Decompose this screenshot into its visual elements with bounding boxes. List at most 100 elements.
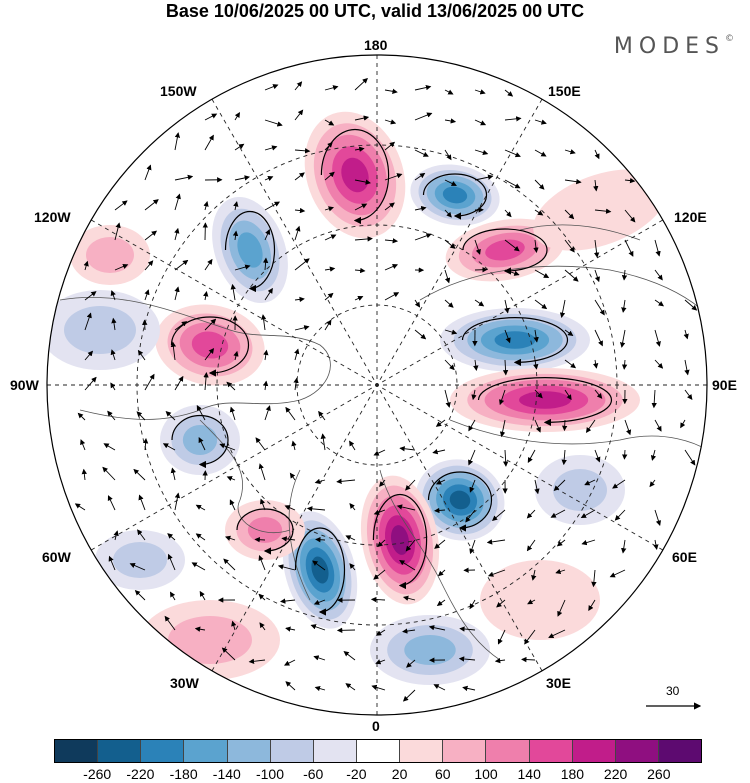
- wind-vector: [204, 113, 218, 121]
- wind-vector: [169, 591, 176, 601]
- streamline: [171, 414, 229, 469]
- wind-vector: [204, 134, 214, 151]
- wind-vector: [230, 283, 236, 301]
- wind-vector: [474, 174, 494, 181]
- wind-vector: [164, 615, 176, 631]
- wind-vector: [375, 659, 386, 665]
- wind-vector: [435, 479, 446, 485]
- colorbar-swatch: [400, 740, 444, 762]
- wind-vector: [174, 132, 181, 151]
- wind-vector: [294, 172, 305, 181]
- wind-vector: [324, 292, 334, 301]
- wind-vector: [262, 380, 269, 391]
- wind-vector: [564, 389, 572, 401]
- map-boundary: [46, 54, 708, 716]
- wind-vector: [468, 449, 476, 466]
- wind-vector: [406, 659, 416, 668]
- wind-vector: [428, 625, 446, 631]
- wind-vector: [262, 257, 269, 271]
- colorbar-tick-label: -180: [169, 766, 198, 782]
- wind-vector: [258, 463, 266, 481]
- wind-vector: [167, 533, 176, 541]
- wind-vector: [102, 466, 116, 481]
- wind-vector: [444, 149, 452, 161]
- wind-vector: [414, 172, 426, 181]
- wind-vector: [594, 329, 603, 347]
- wind-vector: [459, 626, 476, 632]
- wind-vector: [561, 449, 567, 466]
- wind-vector: [436, 599, 446, 607]
- wind-vector: [144, 199, 159, 211]
- wind-vector: [384, 88, 398, 94]
- wind-vector: [174, 375, 184, 391]
- wind-vector: [402, 689, 416, 702]
- colorbar-ticks: -260 -220 -180 -140 -100 -60 -20 20 60 100 140 180 2…: [54, 766, 702, 782]
- wind-vector: [354, 203, 368, 211]
- anomaly-contour: [485, 239, 525, 261]
- lon-label-120w: 120W: [34, 209, 71, 225]
- reference-vector-label: 30: [666, 684, 680, 698]
- wind-vector: [170, 341, 177, 361]
- coastline: [519, 224, 641, 241]
- anomaly-contour: [442, 186, 468, 204]
- wind-vector: [345, 683, 356, 691]
- lon-label-60w: 60W: [42, 549, 71, 565]
- wind-vector: [486, 539, 506, 545]
- wind-vector: [223, 558, 236, 571]
- wind-vector: [581, 539, 596, 546]
- wind-vector: [654, 419, 662, 432]
- wind-vector: [354, 295, 364, 301]
- wind-vector: [533, 359, 539, 370]
- wind-vector: [114, 200, 128, 211]
- wind-vector: [174, 321, 188, 331]
- wind-vector: [285, 626, 296, 632]
- wind-vector: [533, 239, 539, 253]
- wind-vector: [167, 553, 176, 571]
- wind-vector: [258, 593, 266, 601]
- wind-vector: [107, 495, 116, 511]
- wind-vector: [294, 109, 304, 121]
- wind-vector: [174, 492, 181, 511]
- wind-vector: [474, 149, 489, 156]
- wind-vector: [113, 530, 119, 541]
- wind-vector: [384, 173, 403, 181]
- wind-vector: [345, 535, 356, 541]
- wind-vector: [624, 177, 636, 184]
- wind-vector: [194, 626, 206, 632]
- wind-vector: [621, 299, 627, 313]
- wind-vector: [198, 437, 206, 451]
- wind-vector: [474, 299, 485, 307]
- wind-vector: [432, 449, 446, 455]
- wind-vector: [203, 290, 209, 301]
- wind-vector: [444, 179, 457, 186]
- wind-vector: [314, 685, 326, 692]
- wind-vector: [324, 171, 335, 181]
- wind-vector: [170, 467, 176, 481]
- wind-vector: [654, 329, 661, 347]
- wind-vector: [162, 443, 176, 451]
- colorbar-swatch: [572, 740, 616, 762]
- wind-vector: [279, 598, 296, 604]
- wind-vector: [103, 443, 116, 451]
- colorbar-swatch: [270, 740, 314, 762]
- wind-vector: [324, 85, 339, 91]
- wind-vector: [435, 419, 446, 427]
- wind-vector: [294, 348, 300, 361]
- wind-vector: [504, 329, 511, 344]
- wind-vector: [444, 209, 452, 218]
- wind-vector: [651, 389, 657, 409]
- wind-vector: [277, 564, 296, 571]
- wind-vector: [534, 269, 550, 279]
- wind-vector: [234, 175, 250, 181]
- wind-vector: [609, 569, 626, 578]
- wind-vector: [534, 149, 547, 157]
- wind-vector: [414, 205, 427, 212]
- wind-vector: [144, 289, 150, 301]
- colorbar-tick-label: -100: [255, 766, 285, 782]
- colorbar: [54, 739, 702, 763]
- wind-vector: [594, 389, 603, 399]
- wind-vector: [373, 509, 386, 515]
- anomaly-contour: [480, 560, 600, 640]
- wind-vector: [264, 176, 274, 181]
- wind-vector: [414, 112, 433, 121]
